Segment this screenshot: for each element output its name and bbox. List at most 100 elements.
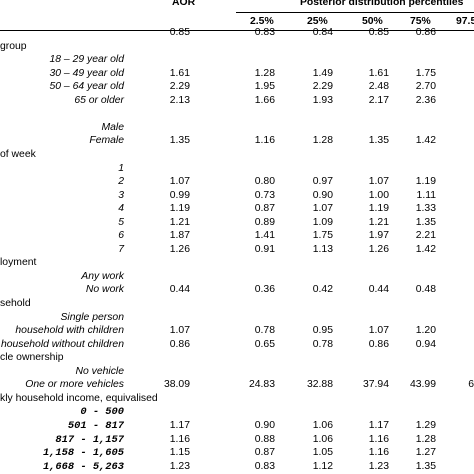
percentile-value: 0.83 xyxy=(254,27,275,38)
aor-value: 0.85 xyxy=(169,27,190,38)
percentile-value xyxy=(376,122,436,134)
percentile-value xyxy=(273,271,333,283)
aor-value xyxy=(130,406,190,418)
percentile-value xyxy=(273,54,333,66)
percentile-value: 0.78 xyxy=(312,338,333,350)
category-label: 1,158 - 1,605 xyxy=(42,447,124,460)
group-label: kly household income, equivalised xyxy=(0,392,158,404)
percentile-value xyxy=(273,406,333,418)
percentile-value: 0.97 xyxy=(312,176,333,188)
category-label: Any work xyxy=(81,270,124,282)
percentile-value: 1.75 xyxy=(312,230,333,242)
percentile-value: 0.65 xyxy=(254,338,275,350)
percentile-value xyxy=(273,163,333,175)
percentile-value xyxy=(376,163,436,175)
header-posterior-title: Posterior distribution percentiles xyxy=(300,0,464,8)
group-label: loyment xyxy=(0,257,37,269)
percentile-value: 2.36 xyxy=(415,94,436,106)
category-label: 1,668 - 5,263 xyxy=(42,460,124,473)
percentile-value: 1.29 xyxy=(415,419,436,431)
aor-value: 1.07 xyxy=(169,325,190,337)
group-label: cle ownership xyxy=(0,352,64,364)
category-label: 2 xyxy=(118,176,124,188)
aor-value: 38.09 xyxy=(163,379,190,391)
header-pct-97-5: 97.5 xyxy=(456,16,474,27)
percentile-value: 0.88 xyxy=(254,433,275,445)
percentile-value: 1.42 xyxy=(415,243,436,255)
percentile-value xyxy=(273,122,333,134)
aor-value: 1.16 xyxy=(169,433,190,445)
percentile-value xyxy=(215,366,275,378)
percentile-value xyxy=(215,122,275,134)
aor-value: 1.87 xyxy=(169,230,190,242)
percentile-value: 1.21 xyxy=(368,216,389,228)
percentile-value: 1.42 xyxy=(415,135,436,147)
percentile-value: 1.27 xyxy=(415,447,436,459)
percentile-value: 0.91 xyxy=(254,243,275,255)
header-pct-75: 75% xyxy=(410,16,431,27)
aor-value: 0.99 xyxy=(169,189,190,201)
percentile-value: 0.80 xyxy=(254,176,275,188)
category-label: 50 – 64 year old xyxy=(49,81,124,93)
aor-value: 1.61 xyxy=(169,67,190,79)
percentile-value: 0.48 xyxy=(415,284,436,296)
percentile-value: 0.44 xyxy=(368,284,389,296)
category-label: 4 xyxy=(118,203,124,215)
percentile-value: 1.16 xyxy=(368,447,389,459)
percentile-value xyxy=(273,366,333,378)
category-label: 3 xyxy=(118,189,124,201)
percentile-value: 0.83 xyxy=(254,460,275,472)
percentile-value: 1.16 xyxy=(368,433,389,445)
category-label: No work xyxy=(85,284,124,296)
category-label: 501 - 817 xyxy=(67,419,124,432)
percentile-value: 0.95 xyxy=(312,325,333,337)
percentile-value: 1.06 xyxy=(312,419,333,431)
percentile-value: 1.28 xyxy=(312,135,333,147)
group-label: sehold xyxy=(0,298,31,309)
percentile-value: 0.85 xyxy=(368,27,389,38)
percentile-value: 2.21 xyxy=(415,230,436,242)
percentile-value xyxy=(215,54,275,66)
category-label: 18 – 29 year old xyxy=(49,54,124,66)
aor-value xyxy=(130,271,190,283)
category-label: Male xyxy=(101,121,124,133)
category-label: household without children xyxy=(0,338,124,350)
percentile-value: 0.73 xyxy=(254,189,275,201)
percentile-value: 1.66 xyxy=(254,94,275,106)
aor-value: 1.07 xyxy=(169,176,190,188)
aor-value: 1.15 xyxy=(169,447,190,459)
aor-value xyxy=(130,163,190,175)
percentile-value: 1.09 xyxy=(312,216,333,228)
percentile-value xyxy=(215,271,275,283)
aor-value: 1.23 xyxy=(169,460,190,472)
category-label: 817 - 1,157 xyxy=(55,433,124,446)
category-label: 1 xyxy=(118,162,124,174)
percentile-value: 0.94 xyxy=(415,338,436,350)
percentile-value: 1.35 xyxy=(415,460,436,472)
aor-value: 1.21 xyxy=(169,216,190,228)
percentile-value xyxy=(215,163,275,175)
percentile-value: 1.75 xyxy=(415,67,436,79)
percentile-value: 1.20 xyxy=(415,325,436,337)
percentile-value: 2.29 xyxy=(312,81,333,93)
percentile-value: 1.41 xyxy=(254,230,275,242)
percentile-value: 0.42 xyxy=(312,284,333,296)
header-pct-25: 25% xyxy=(307,16,328,27)
percentile-value: 1.93 xyxy=(312,94,333,106)
percentile-value: 1.07 xyxy=(368,325,389,337)
category-label: 0 - 500 xyxy=(80,406,124,419)
percentile-value: 1.97 xyxy=(368,230,389,242)
category-label: No vehicle xyxy=(75,365,124,377)
category-label: 6 xyxy=(118,230,124,242)
aor-value: 1.19 xyxy=(169,203,190,215)
header-pct-2-5: 2.5% xyxy=(250,16,274,27)
percentile-value xyxy=(376,406,436,418)
percentile-value: 2.48 xyxy=(368,81,389,93)
percentile-value: 1.05 xyxy=(312,447,333,459)
percentile-value xyxy=(376,366,436,378)
percentile-value xyxy=(215,406,275,418)
percentile-value: 24.83 xyxy=(248,379,275,391)
percentile-value: 1.07 xyxy=(368,176,389,188)
category-label: 65 or older xyxy=(74,94,124,106)
